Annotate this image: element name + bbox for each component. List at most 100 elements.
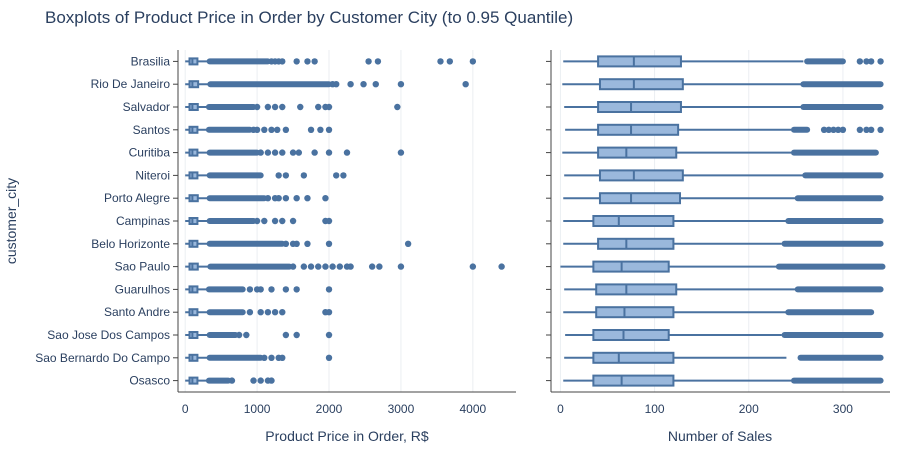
outlier-point [397,81,405,88]
boxes-layer [185,55,886,387]
outlier-point [293,195,300,202]
box-group [185,353,333,362]
outlier-point [282,286,290,293]
x-tick-label: 300 [833,402,853,416]
outlier-point [235,331,243,339]
outlier-point [315,103,322,111]
box [188,57,199,66]
outlier-point [469,58,477,65]
outlier-cluster [205,104,257,110]
outlier-point [347,263,354,270]
outlier-cluster [205,286,246,293]
x-tick-label: 3000 [388,402,415,416]
box-group [564,283,884,296]
outlier-cluster [794,286,884,293]
outlier-point [336,263,344,270]
outlier-point [397,149,405,156]
box-group [564,351,884,364]
y-axis-title: customer_city [3,178,19,264]
outlier-point [333,172,340,179]
outlier-point [279,354,286,361]
outlier-point [300,172,308,179]
y-tick-label: Sao Jose Dos Campos [47,328,170,342]
outlier-point [307,126,315,133]
y-tick-label: Sao Paulo [115,260,171,274]
box-group [563,237,884,250]
y-tick-label: Rio De Janeiro [91,77,171,91]
y-tick-label: Porto Alegre [104,191,170,205]
outlier-point [279,149,286,156]
outlier-point [275,172,282,179]
outlier-point [274,126,281,133]
outlier-cluster [781,240,884,247]
box-group [185,217,333,225]
y-tick-label: Guarulhos [115,282,170,296]
x-tick-label: 200 [739,402,759,416]
outlier-point [257,286,264,293]
box [598,78,684,91]
x-tick-label: 1000 [244,402,271,416]
outlier-point [867,58,875,65]
outlier-cluster [205,126,253,133]
outlier-cluster [207,263,293,270]
outlier-cluster [790,149,879,156]
outlier-point [268,286,275,293]
outlier-point [279,103,286,111]
outlier-point [325,286,333,293]
outlier-point [304,58,311,65]
outlier-point [268,377,275,384]
x-axis-title-left: Product Price in Order, R$ [265,428,429,444]
outlier-point [268,126,275,133]
box-group [563,306,875,319]
outlier-point [867,126,875,133]
outlier-cluster [206,332,239,338]
outlier-cluster [800,104,884,110]
outlier-cluster [794,195,884,202]
x-tick-label: 2000 [316,402,343,416]
y-tick-label: Santo Andre [104,305,170,319]
outlier-point [293,286,300,293]
outlier-point [469,263,477,270]
x-tick-label: 100 [645,402,665,416]
outlier-point [372,81,379,88]
outlier-point [282,195,290,202]
outlier-point [261,217,268,225]
outlier-point [325,126,333,133]
outlier-point [297,103,304,111]
outlier-point [311,149,318,156]
outlier-point [446,58,454,65]
box-group [185,285,333,294]
y-tick-label: Campinas [116,214,170,228]
outlier-point [347,81,354,88]
outlier-point [268,354,275,361]
outlier-point [322,195,329,202]
outlier-point [271,217,279,225]
outlier-point [835,126,842,133]
box [188,103,199,111]
box-group [185,262,505,271]
outlier-point [300,263,308,270]
outlier-cluster [206,218,257,224]
outlier-point [243,331,250,339]
box [597,146,678,159]
box-group [185,376,275,385]
box [188,125,199,134]
box [597,237,675,250]
outlier-cluster [206,309,246,316]
outlier-point [315,263,322,270]
box-group [563,55,884,68]
outlier-point [307,263,315,270]
outlier-point [293,58,300,65]
outlier-cluster [206,149,261,156]
box [597,123,680,136]
outlier-cluster [206,58,271,65]
outlier-cluster [804,58,846,65]
y-tick-label: Osasco [129,374,170,388]
outlier-cluster [206,195,268,202]
outlier-point [856,126,864,133]
outlier-point [397,263,405,270]
outlier-point [333,81,340,88]
outlier-cluster [206,172,264,179]
outlier-point [877,58,884,65]
outlier-point [279,217,286,225]
